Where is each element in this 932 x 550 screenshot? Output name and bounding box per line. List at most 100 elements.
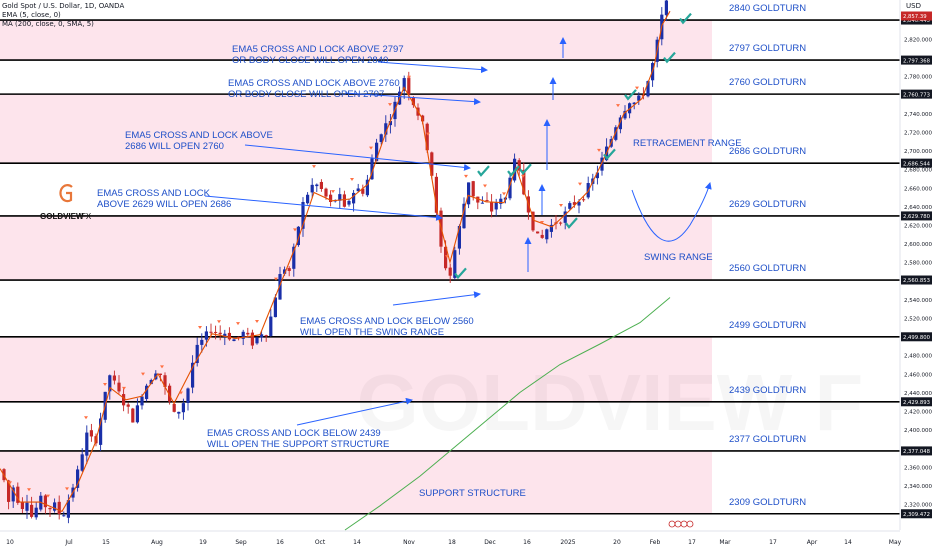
candle[interactable]	[356, 183, 360, 192]
candle[interactable]	[301, 197, 305, 237]
candle[interactable]	[195, 337, 199, 367]
candle[interactable]	[186, 387, 190, 411]
candle[interactable]	[177, 411, 181, 419]
candle[interactable]	[494, 198, 498, 217]
candle[interactable]	[618, 115, 622, 134]
candle[interactable]	[352, 190, 356, 212]
candle[interactable]	[310, 178, 314, 199]
candle[interactable]	[131, 407, 135, 423]
candle[interactable]	[462, 197, 466, 229]
candle[interactable]	[172, 403, 176, 413]
candle[interactable]	[531, 211, 535, 232]
candle[interactable]	[57, 495, 61, 520]
candle[interactable]	[361, 184, 365, 197]
candle[interactable]	[200, 333, 204, 353]
candle[interactable]	[287, 266, 291, 277]
candle[interactable]	[250, 329, 254, 350]
candle[interactable]	[117, 375, 121, 394]
candle[interactable]	[306, 192, 310, 205]
economic-event-flag-icon[interactable]	[686, 520, 694, 528]
candle[interactable]	[540, 229, 544, 239]
candle[interactable]	[7, 479, 11, 510]
candle[interactable]	[379, 133, 383, 145]
candle[interactable]	[48, 507, 52, 517]
candle[interactable]	[53, 498, 57, 513]
candle[interactable]	[545, 228, 549, 244]
candle[interactable]	[329, 190, 333, 207]
candle[interactable]	[508, 173, 512, 201]
candle[interactable]	[595, 165, 599, 185]
candle[interactable]	[223, 329, 227, 346]
candle[interactable]	[122, 388, 126, 412]
candle[interactable]	[485, 192, 489, 203]
candle[interactable]	[89, 423, 93, 442]
candle[interactable]	[365, 174, 369, 198]
candle[interactable]	[34, 502, 38, 520]
economic-event-flag-icon[interactable]	[680, 520, 688, 528]
candle[interactable]	[16, 482, 20, 505]
candle[interactable]	[370, 154, 374, 181]
candle[interactable]	[559, 221, 563, 226]
candle[interactable]	[181, 398, 185, 420]
candle[interactable]	[20, 497, 24, 514]
candle[interactable]	[99, 412, 103, 452]
candle[interactable]	[411, 96, 415, 108]
candle[interactable]	[536, 231, 540, 234]
candle[interactable]	[168, 383, 172, 405]
candle[interactable]	[338, 187, 342, 209]
ema5-line[interactable]	[0, 10, 671, 513]
candle[interactable]	[11, 485, 15, 508]
candle[interactable]	[163, 372, 167, 395]
candle[interactable]	[232, 336, 236, 342]
candle[interactable]	[375, 138, 379, 162]
candle[interactable]	[384, 115, 388, 142]
candle[interactable]	[315, 183, 319, 193]
candle[interactable]	[582, 196, 586, 202]
candle[interactable]	[637, 92, 641, 105]
candle[interactable]	[260, 330, 264, 342]
candle-body	[453, 250, 457, 278]
candle[interactable]	[563, 206, 567, 230]
candle[interactable]	[214, 325, 218, 340]
candle[interactable]	[255, 336, 259, 345]
candle[interactable]	[135, 398, 139, 424]
economic-event-flag-icon[interactable]	[668, 520, 676, 528]
candle[interactable]	[448, 263, 452, 283]
ma200-line[interactable]	[344, 297, 671, 531]
candle[interactable]	[227, 327, 231, 341]
economic-event-flag-icon[interactable]	[674, 520, 682, 528]
candle[interactable]	[292, 243, 296, 277]
candle[interactable]	[269, 309, 273, 337]
candle[interactable]	[549, 218, 553, 238]
candle[interactable]	[85, 425, 89, 464]
candle[interactable]	[319, 179, 323, 192]
candle-body	[310, 184, 314, 193]
candle[interactable]	[273, 294, 277, 318]
candle[interactable]	[499, 193, 503, 209]
candle[interactable]	[145, 383, 149, 402]
candle[interactable]	[388, 113, 392, 134]
ema-indicator-label[interactable]: EMA (5, close, 0)	[2, 11, 61, 19]
candle[interactable]	[347, 198, 351, 207]
candle[interactable]	[30, 496, 34, 519]
candle[interactable]	[62, 511, 66, 517]
candle[interactable]	[76, 465, 80, 492]
ma-indicator-label[interactable]: MA (200, close, 0, SMA, 5)	[2, 20, 94, 28]
candle[interactable]	[80, 448, 84, 472]
level-price-tag-9	[901, 509, 932, 519]
candle[interactable]	[490, 194, 494, 218]
candle[interactable]	[568, 201, 572, 211]
candle[interactable]	[296, 226, 300, 247]
candle[interactable]	[218, 325, 222, 341]
candle[interactable]	[278, 266, 282, 300]
candle[interactable]	[25, 494, 29, 519]
candle[interactable]	[140, 394, 144, 410]
candle[interactable]	[457, 224, 461, 255]
candle[interactable]	[264, 334, 268, 342]
candle[interactable]	[112, 370, 116, 385]
candle[interactable]	[191, 355, 195, 394]
candle[interactable]	[126, 402, 130, 414]
candle[interactable]	[434, 172, 438, 218]
